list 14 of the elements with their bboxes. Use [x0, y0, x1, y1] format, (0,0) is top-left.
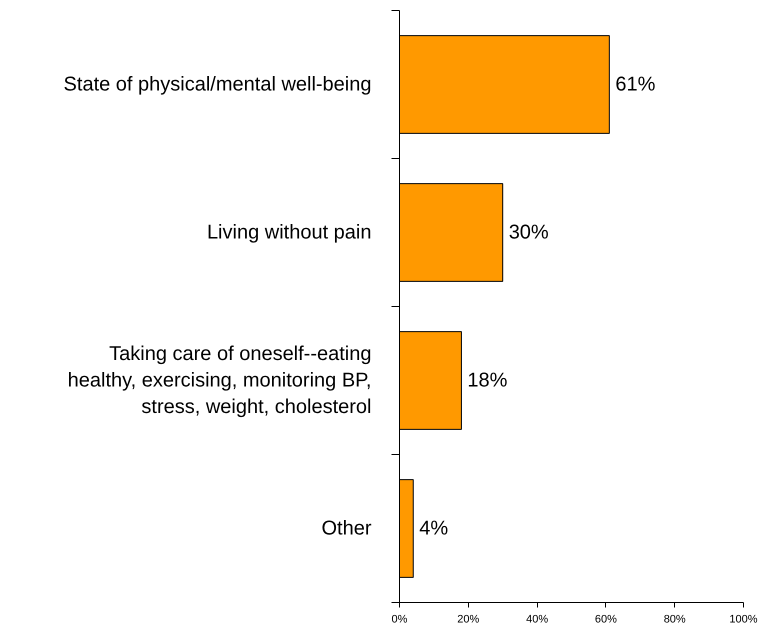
data-label: 61%	[615, 74, 656, 96]
y-tick-label: Taking care of oneself--eating healthy, exercising, monitoring BP, stress, weight, cholesterol	[68, 343, 372, 418]
data-label: 30%	[508, 222, 549, 244]
data-label: 18%	[467, 370, 508, 392]
y-tick-label: State of physical/mental well-being	[64, 74, 372, 96]
y-tick-label: Living without pain	[206, 222, 372, 244]
x-tick-label: 100%	[729, 614, 758, 626]
y-tick-label: Other	[321, 518, 372, 540]
data-label: 4%	[419, 518, 448, 540]
x-tick-label: 60%	[594, 614, 618, 626]
x-tick-label: 0%	[392, 614, 408, 626]
x-tick-label: 80%	[664, 614, 686, 626]
x-tick-label: 20%	[457, 614, 480, 626]
x-tick-label: 40%	[526, 614, 548, 626]
